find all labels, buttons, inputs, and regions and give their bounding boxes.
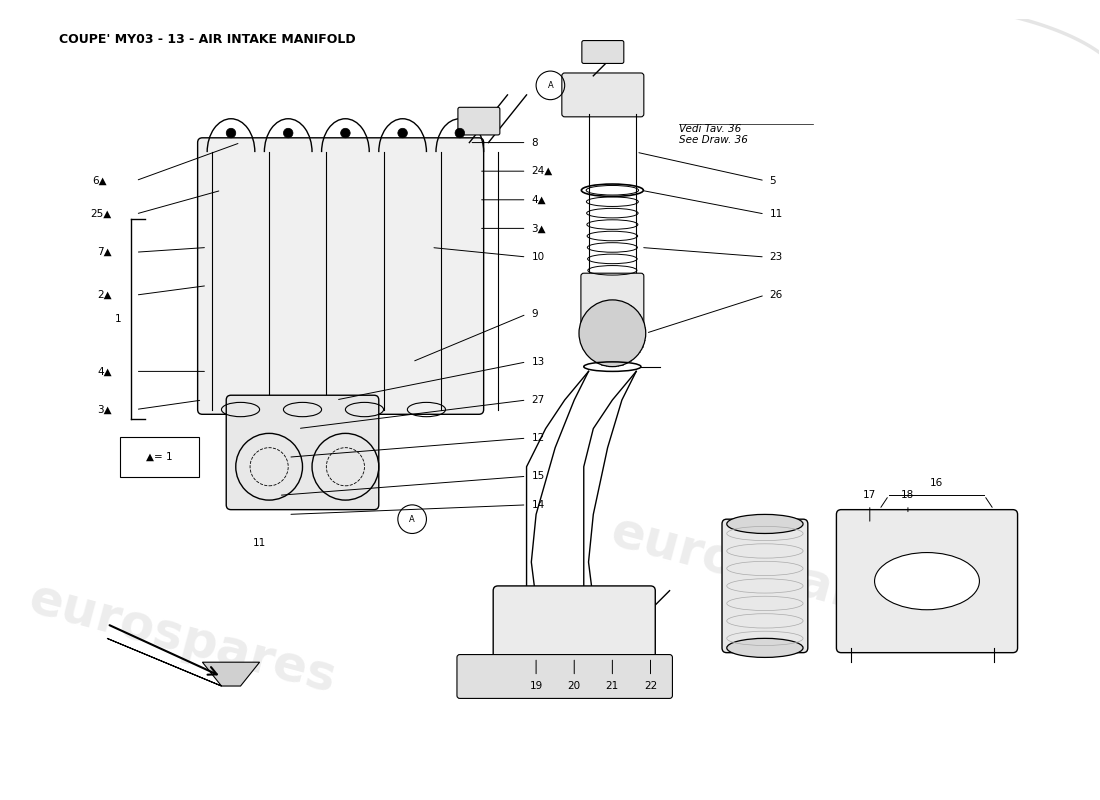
Circle shape: [284, 128, 293, 138]
Text: 23: 23: [770, 252, 783, 262]
Text: 15: 15: [531, 471, 544, 482]
Text: 11: 11: [253, 538, 266, 548]
FancyBboxPatch shape: [456, 654, 672, 698]
Text: ▲= 1: ▲= 1: [146, 452, 173, 462]
FancyBboxPatch shape: [836, 510, 1018, 653]
Text: 14: 14: [531, 500, 544, 510]
Circle shape: [341, 128, 350, 138]
FancyBboxPatch shape: [722, 519, 807, 653]
Text: 18: 18: [901, 490, 914, 500]
Text: 4▲: 4▲: [531, 194, 546, 205]
Text: 16: 16: [930, 478, 943, 488]
Text: 9: 9: [531, 309, 538, 319]
Text: 25▲: 25▲: [90, 209, 112, 219]
Text: 3▲: 3▲: [531, 223, 546, 234]
Circle shape: [398, 128, 407, 138]
Text: eurospares: eurospares: [24, 574, 342, 702]
Text: 13: 13: [531, 357, 544, 367]
Ellipse shape: [874, 553, 979, 610]
Text: 26: 26: [770, 290, 783, 300]
Text: COUPE' MY03 - 13 - AIR INTAKE MANIFOLD: COUPE' MY03 - 13 - AIR INTAKE MANIFOLD: [59, 33, 356, 46]
Text: 24▲: 24▲: [531, 166, 552, 176]
Text: 17: 17: [864, 490, 877, 500]
FancyBboxPatch shape: [493, 586, 656, 662]
Text: 27: 27: [531, 395, 544, 405]
Text: Vedi Tav. 36
See Draw. 36: Vedi Tav. 36 See Draw. 36: [679, 123, 748, 145]
Ellipse shape: [727, 514, 803, 534]
Text: 6▲: 6▲: [92, 176, 107, 186]
FancyBboxPatch shape: [581, 273, 644, 326]
Circle shape: [227, 128, 235, 138]
Circle shape: [455, 128, 464, 138]
Text: eurospares: eurospares: [606, 507, 924, 636]
FancyBboxPatch shape: [227, 395, 378, 510]
FancyBboxPatch shape: [120, 437, 199, 478]
Text: 20: 20: [568, 682, 581, 691]
Text: 19: 19: [529, 682, 542, 691]
Text: 10: 10: [531, 252, 544, 262]
FancyBboxPatch shape: [582, 41, 624, 63]
Polygon shape: [107, 638, 260, 686]
Text: 7▲: 7▲: [97, 247, 112, 258]
Text: 1: 1: [114, 314, 121, 324]
Text: 5: 5: [770, 176, 777, 186]
Circle shape: [579, 300, 646, 366]
FancyBboxPatch shape: [458, 107, 499, 135]
Text: 3▲: 3▲: [97, 405, 112, 414]
Text: 11: 11: [770, 209, 783, 219]
FancyBboxPatch shape: [198, 138, 484, 414]
Text: 12: 12: [531, 433, 544, 443]
Text: 8: 8: [531, 138, 538, 147]
Text: 2▲: 2▲: [97, 290, 112, 300]
Text: A: A: [548, 81, 553, 90]
Text: 22: 22: [644, 682, 657, 691]
Ellipse shape: [727, 638, 803, 658]
FancyBboxPatch shape: [562, 73, 644, 117]
Text: 4▲: 4▲: [97, 366, 112, 376]
Text: A: A: [409, 514, 415, 524]
Text: 21: 21: [606, 682, 619, 691]
